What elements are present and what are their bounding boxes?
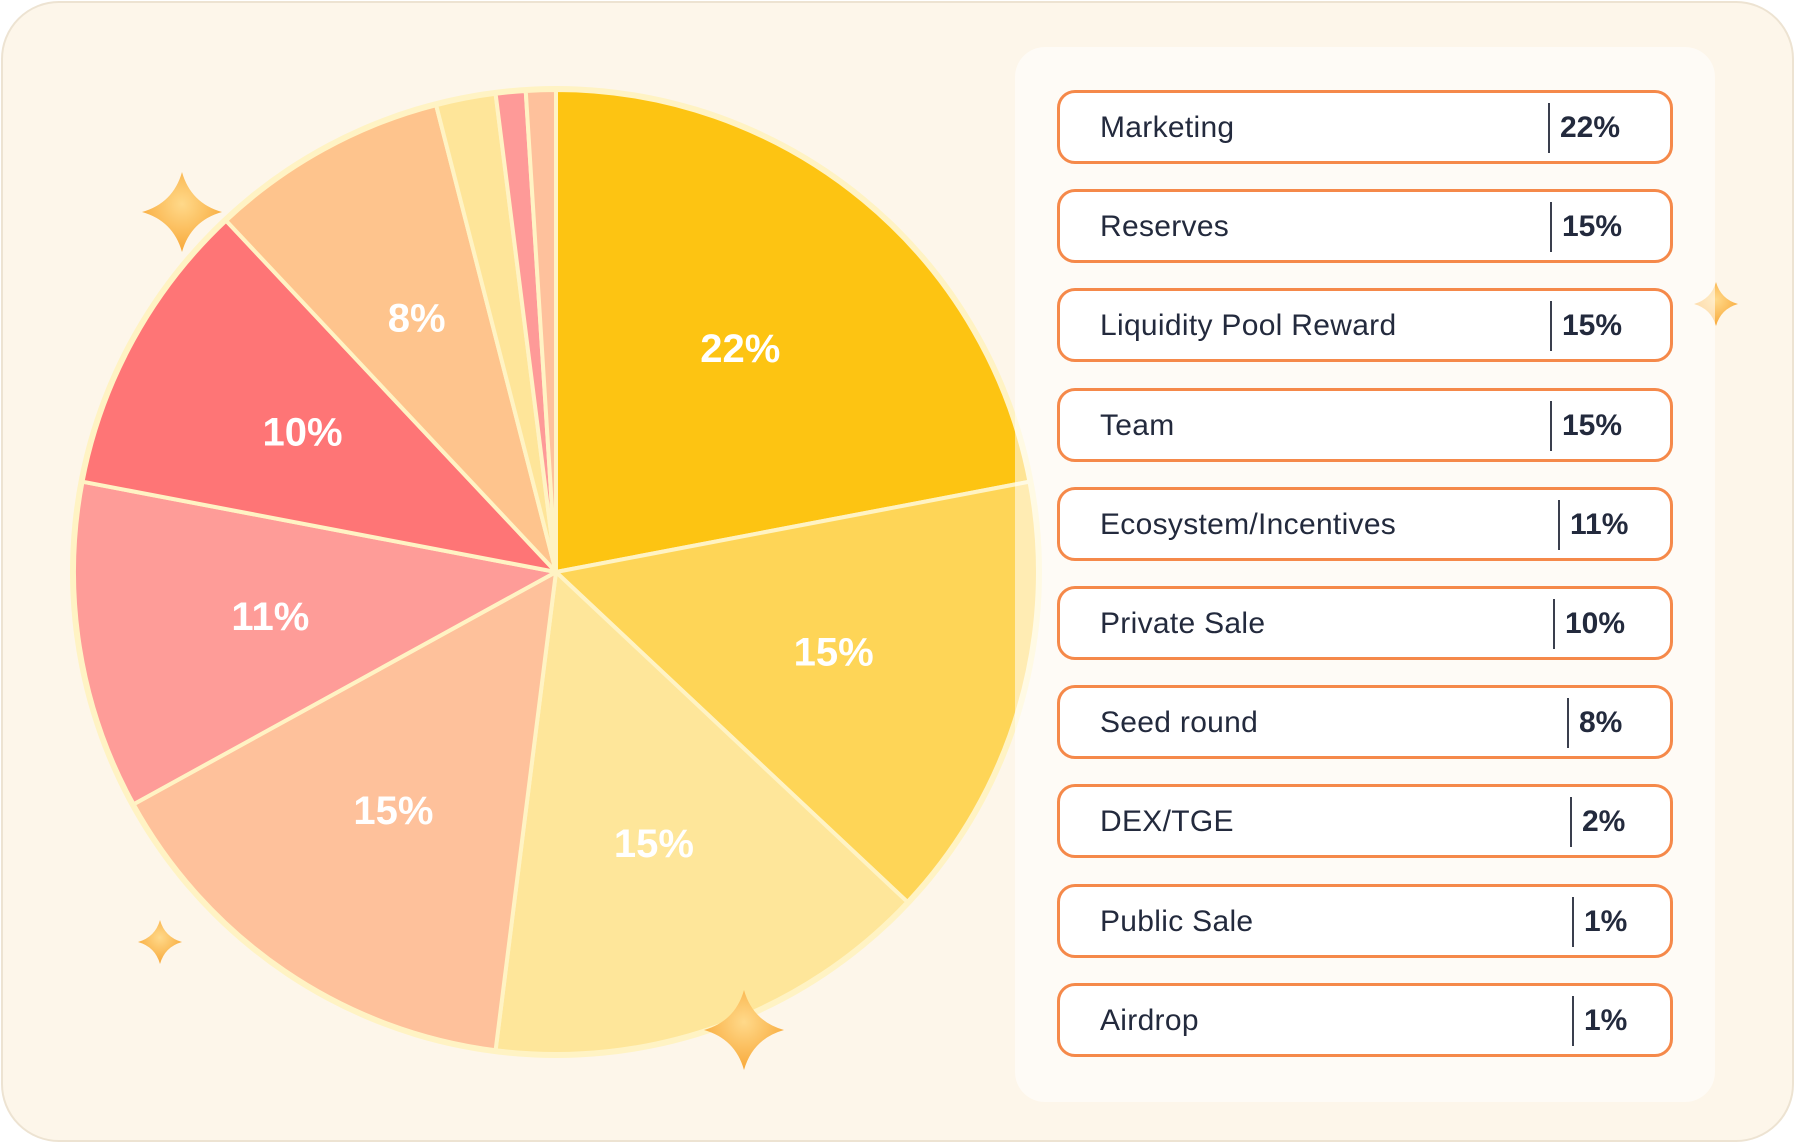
slice-label-2: 15%	[614, 822, 694, 866]
legend-label: Marketing	[1100, 111, 1235, 144]
legend-label: Seed round	[1100, 706, 1259, 740]
legend-divider	[1550, 202, 1552, 253]
legend-divider	[1572, 896, 1574, 947]
legend-item: Public Sale 1%	[1057, 883, 1673, 958]
slice-label-6: 8%	[388, 297, 446, 341]
legend-value: 11%	[1570, 507, 1629, 541]
legend-label: Team	[1100, 408, 1175, 442]
pie-slice-5	[80, 218, 558, 574]
legend-divider	[1550, 301, 1552, 352]
slice-label-0: 22%	[700, 327, 780, 371]
legend-value: 2%	[1582, 805, 1626, 839]
legend-item: Team 15%	[1057, 387, 1673, 462]
pie-slice-4	[72, 479, 558, 807]
legend-item: Marketing 22%	[1057, 90, 1673, 164]
legend-value: 10%	[1565, 607, 1626, 640]
slice-label-4: 11%	[231, 595, 309, 639]
legend-label: Liquidity Pool Reward	[1100, 309, 1397, 343]
legend-divider	[1553, 599, 1555, 649]
legend-value: 15%	[1562, 309, 1623, 343]
legend-label: Ecosystem/Incentives	[1100, 507, 1397, 541]
legend-divider	[1572, 995, 1574, 1046]
legend-divider	[1550, 400, 1552, 451]
legend-divider	[1570, 797, 1572, 848]
legend-item: Ecosystem/Incentives 11%	[1057, 486, 1673, 561]
slice-label-3: 15%	[353, 789, 433, 833]
sparkle-icon	[138, 920, 182, 964]
pie-slice-0	[554, 88, 1032, 574]
sparkle-icon	[142, 172, 222, 252]
legend-value: 1%	[1584, 904, 1628, 938]
legend-item: Reserves 15%	[1057, 189, 1673, 264]
pie-slice-3	[131, 570, 558, 1053]
legend-divider	[1548, 103, 1550, 153]
legend-value: 22%	[1560, 111, 1621, 144]
legend-label: Public Sale	[1100, 904, 1254, 938]
legend-value: 15%	[1562, 408, 1623, 442]
legend-divider	[1567, 698, 1569, 749]
legend-item: Liquidity Pool Reward 15%	[1057, 288, 1673, 363]
legend-label: Airdrop	[1100, 1003, 1199, 1037]
legend-item: Private Sale 10%	[1057, 586, 1673, 660]
sparkle-icon	[1694, 282, 1738, 326]
legend-value: 1%	[1584, 1003, 1628, 1037]
pie-slice-9	[523, 88, 558, 574]
slice-label-1: 15%	[794, 631, 874, 675]
pie-slice-6	[224, 103, 558, 574]
legend-label: DEX/TGE	[1100, 805, 1234, 839]
sparkle-icon	[704, 990, 784, 1070]
legend-item: Seed round 8%	[1057, 685, 1673, 760]
legend-label: Reserves	[1100, 210, 1230, 244]
legend-label: Private Sale	[1100, 607, 1266, 640]
legend-value: 8%	[1579, 706, 1623, 740]
legend-divider	[1558, 499, 1560, 550]
legend-item: DEX/TGE 2%	[1057, 784, 1673, 859]
slice-label-5: 10%	[263, 411, 343, 455]
legend-item: Airdrop 1%	[1057, 982, 1673, 1057]
legend-value: 15%	[1562, 210, 1623, 244]
